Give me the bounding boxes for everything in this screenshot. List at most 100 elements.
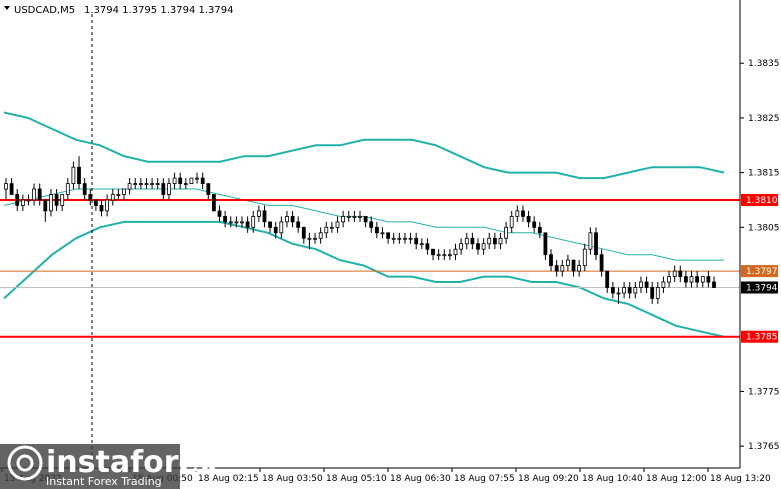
- candle: [521, 205, 525, 222]
- candle: [43, 199, 48, 222]
- candle: [391, 232, 396, 244]
- x-tick-label: 18 Aug 12:00: [646, 474, 707, 484]
- y-tick-label: 1.3775: [748, 387, 780, 397]
- candle: [329, 221, 334, 233]
- candle-body: [4, 183, 8, 190]
- candle: [442, 249, 447, 261]
- candle-body: [200, 177, 205, 185]
- candle: [639, 276, 643, 293]
- candle-body: [470, 237, 475, 245]
- candle-body: [211, 194, 216, 212]
- candle-body: [94, 199, 98, 206]
- candle: [532, 216, 537, 233]
- candle-body: [509, 215, 514, 228]
- candle: [150, 178, 155, 190]
- candle-body: [60, 194, 65, 206]
- candle-body: [71, 166, 76, 184]
- candle: [268, 221, 273, 233]
- candle: [301, 226, 306, 244]
- candle-body: [279, 221, 284, 234]
- candle: [155, 178, 160, 190]
- candle-body: [43, 199, 48, 212]
- dropdown-triangle-icon[interactable]: [4, 6, 10, 10]
- logo-ring-icon: [7, 445, 43, 481]
- candle-body: [138, 183, 143, 186]
- candle: [678, 265, 683, 283]
- candle-body: [700, 276, 705, 283]
- candle-body: [217, 210, 222, 217]
- candle: [49, 189, 53, 217]
- candle-body: [183, 183, 188, 186]
- candle: [408, 232, 413, 244]
- candle: [622, 282, 626, 299]
- x-tick-label: 18 Aug 03:50: [262, 474, 323, 484]
- candle: [178, 172, 183, 190]
- candle: [627, 282, 632, 299]
- candle: [577, 260, 581, 277]
- candle-body: [566, 259, 570, 267]
- candle-body: [447, 254, 452, 257]
- candle: [161, 178, 166, 200]
- candle: [116, 189, 121, 200]
- candle-body: [99, 204, 104, 212]
- candle: [672, 265, 677, 283]
- candle: [386, 232, 391, 244]
- candle-body: [537, 226, 542, 234]
- candle: [144, 178, 149, 190]
- bollinger-upper-line: [3, 111, 725, 180]
- candle: [195, 172, 199, 184]
- candle-body: [20, 199, 25, 206]
- candle: [211, 194, 216, 212]
- candle: [65, 178, 70, 200]
- candle-body: [549, 254, 553, 266]
- candle-body: [105, 199, 109, 212]
- candle-body: [442, 254, 447, 257]
- candle-body: [307, 237, 312, 240]
- candle: [352, 210, 357, 222]
- candle: [436, 249, 441, 261]
- candle-body: [49, 194, 53, 212]
- candle: [655, 282, 660, 304]
- candle-body: [492, 237, 497, 245]
- badge-mid_level-box: [741, 265, 778, 278]
- candle: [695, 271, 699, 288]
- candle: [684, 271, 688, 288]
- candle-body: [571, 259, 576, 272]
- y-tick-label: 1.3815: [748, 169, 780, 179]
- badge-current-price-box: [741, 281, 778, 294]
- candle-body: [358, 215, 362, 218]
- candle: [200, 172, 205, 190]
- candle: [403, 232, 407, 244]
- candle: [234, 216, 239, 228]
- candle-body: [374, 226, 379, 234]
- candle-body: [296, 221, 301, 228]
- candle: [543, 232, 548, 261]
- candle-body: [178, 177, 183, 185]
- candle: [571, 259, 576, 277]
- candle: [414, 232, 419, 250]
- candle: [172, 172, 177, 190]
- candle-body: [515, 210, 520, 217]
- candle: [183, 178, 188, 190]
- candle-body: [54, 194, 59, 206]
- candle: [313, 232, 317, 244]
- candle: [290, 210, 295, 228]
- candle-body: [127, 183, 132, 190]
- candle: [335, 216, 340, 233]
- chart-header: USDCAD,M5 1.3794 1.3795 1.3794 1.3794: [4, 5, 234, 16]
- candle: [369, 216, 374, 233]
- candle-body: [504, 226, 509, 239]
- candle-body: [161, 183, 166, 195]
- candle-body: [133, 183, 138, 186]
- candle-body: [155, 183, 160, 186]
- candle: [481, 238, 486, 255]
- candle-body: [672, 270, 677, 278]
- candle: [492, 232, 497, 250]
- candle-body: [329, 226, 334, 229]
- candle-body: [577, 265, 581, 272]
- candle: [273, 221, 278, 239]
- x-tick-label: 18 Aug 13:20: [710, 474, 771, 484]
- candle: [256, 205, 261, 222]
- candle: [346, 210, 351, 222]
